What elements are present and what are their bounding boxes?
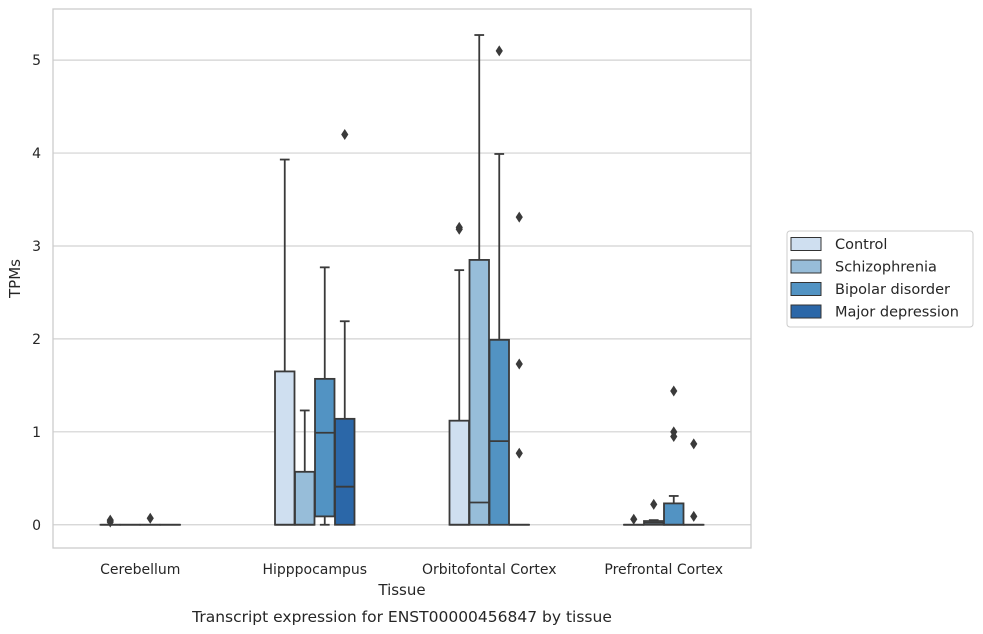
x-tick-label: Orbitofontal Cortex [422, 562, 557, 578]
legend-swatch [790, 259, 822, 274]
box-group [508, 211, 530, 526]
outlier-point [515, 358, 523, 370]
box-group [314, 266, 336, 526]
legend: Control Schizophrenia Bipolar disorder Majo… [786, 230, 974, 328]
x-axis-label: Tissue [377, 581, 425, 599]
legend-label: Major depression [835, 305, 959, 321]
box-group [623, 513, 645, 526]
outlier-point [455, 223, 463, 235]
legend-label: Bipolar disorder [835, 282, 950, 298]
y-tick-label: 3 [32, 239, 41, 255]
box [448, 419, 470, 526]
legend-item: Bipolar disorder [790, 282, 950, 298]
outlier-point [146, 512, 154, 524]
legend-swatch [790, 304, 822, 319]
y-tick-label: 4 [32, 146, 41, 162]
outlier-point [495, 45, 503, 57]
plot-frame [52, 8, 752, 549]
box-group [488, 45, 510, 526]
y-tick-label: 2 [32, 332, 41, 348]
chart-caption: Transcript expression for ENST0000045684… [191, 608, 612, 626]
outlier-point [670, 385, 678, 397]
box [294, 470, 316, 526]
y-tick-label: 0 [32, 518, 41, 534]
box-group [99, 514, 121, 528]
outlier-point [515, 447, 523, 459]
box-group [468, 34, 490, 526]
box-group [334, 128, 356, 526]
legend-label: Schizophrenia [835, 260, 937, 276]
outlier-point [630, 513, 638, 525]
outlier-point [106, 516, 114, 528]
x-tick-label: Cerebellum [100, 562, 180, 578]
outlier-point [515, 211, 523, 223]
legend-swatch [790, 282, 822, 296]
box-group [663, 385, 685, 526]
box [274, 370, 296, 526]
outlier-point [690, 438, 698, 450]
outlier-point [670, 430, 678, 442]
box [468, 259, 490, 526]
x-tick-labels: Cerebellum Hipppocampus Orbitofontal Corte… [100, 562, 723, 578]
legend-item: Control [790, 237, 887, 253]
legend-frame [786, 230, 974, 328]
box-group [274, 158, 296, 526]
box-group [643, 498, 665, 526]
box [314, 377, 336, 518]
box [663, 502, 685, 526]
legend-item: Major depression [790, 304, 959, 321]
legend-swatch [790, 237, 822, 251]
box [488, 338, 510, 526]
outlier-point [650, 498, 658, 510]
y-tick-label: 5 [32, 53, 41, 69]
box [334, 417, 356, 526]
box-group [139, 512, 161, 526]
y-tick-labels: 0 1 2 3 4 5 [32, 53, 41, 534]
box-group [448, 221, 470, 526]
y-tick-label: 1 [32, 425, 41, 441]
x-tick-label: Hipppocampus [262, 562, 367, 578]
box-marks [99, 34, 705, 528]
box-group [294, 409, 316, 526]
legend-item: Schizophrenia [790, 259, 937, 276]
x-tick-label: Prefrontal Cortex [604, 562, 723, 578]
box-group [683, 438, 705, 526]
legend-label: Control [835, 237, 887, 253]
y-axis-label: TPMs [6, 259, 24, 299]
gridlines [53, 59, 751, 526]
outlier-point [690, 510, 698, 522]
outlier-point [341, 128, 349, 140]
